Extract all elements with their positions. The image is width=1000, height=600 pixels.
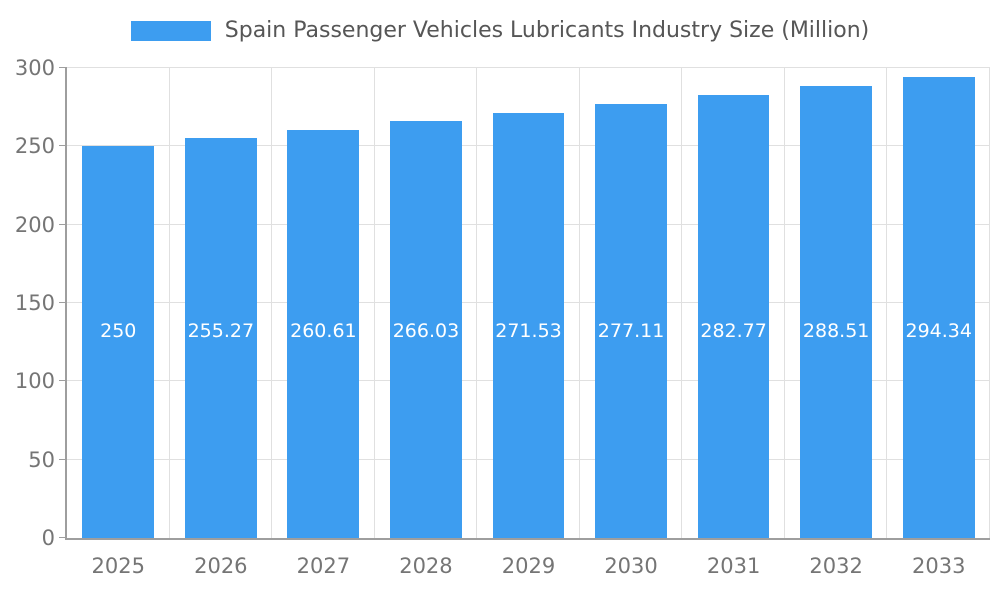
y-tick-label: 300 [14, 56, 55, 80]
bar [800, 86, 873, 538]
x-tick-label: 2029 [501, 554, 556, 578]
vertical-gridline [989, 68, 990, 538]
vertical-gridline [886, 68, 888, 538]
bar-value-label: 282.77 [700, 320, 767, 342]
chart-legend: Spain Passenger Vehicles Lubricants Indu… [0, 14, 1000, 48]
y-tick-mark [59, 458, 67, 460]
y-tick-label: 150 [14, 291, 55, 315]
y-tick-label: 100 [14, 369, 55, 394]
y-tick-mark [59, 537, 67, 538]
y-tick-mark [59, 145, 67, 147]
x-tick-label: 2028 [399, 554, 453, 578]
x-tick-label: 2030 [604, 554, 658, 578]
vertical-gridline [271, 68, 273, 538]
bar [287, 129, 360, 538]
x-tick-label: 2033 [911, 554, 966, 578]
bar-value-label: 288.51 [802, 320, 870, 342]
vertical-gridline [373, 68, 375, 538]
bar [902, 76, 975, 538]
bar-value-label: 250 [100, 320, 137, 342]
bar-value-label: 294.34 [905, 320, 972, 342]
bar [492, 112, 565, 538]
x-tick-label: 2027 [296, 554, 351, 578]
y-tick-mark [59, 223, 67, 225]
y-tick-mark [59, 67, 67, 68]
bar-value-label: 277.11 [597, 320, 665, 342]
bar-value-label: 266.03 [392, 320, 460, 342]
bar-value-label: 271.53 [495, 320, 562, 342]
plot-area: 0 50 100 150 200 250 300 2025 2026 2027 2028 2029 2… [15, 56, 990, 578]
x-tick-label: 2026 [194, 554, 248, 578]
y-tick-label: 50 [28, 447, 55, 472]
bar [697, 95, 770, 538]
vertical-gridline [168, 68, 170, 538]
vertical-gridline [578, 68, 580, 538]
vertical-gridline [783, 68, 785, 538]
bar-value-label: 260.61 [290, 320, 357, 342]
horizontal-gridline [67, 67, 990, 68]
bar [184, 138, 257, 538]
vertical-gridline [476, 68, 478, 538]
bar [82, 146, 155, 538]
bar [595, 103, 667, 538]
y-tick-label: 0 [41, 526, 55, 550]
x-tick-label: 2025 [91, 554, 145, 578]
bar [390, 121, 462, 538]
x-tick-label: 2032 [809, 554, 863, 578]
y-tick-mark [59, 380, 67, 382]
chart-title[interactable]: Spain Passenger Vehicles Lubricants Indu… [224, 18, 870, 43]
x-tick-label: 2031 [706, 554, 761, 578]
vertical-gridline [681, 68, 683, 538]
legend-swatch-icon[interactable] [130, 21, 211, 41]
y-tick-mark [59, 302, 67, 303]
y-tick-label: 200 [14, 212, 55, 237]
y-tick-label: 250 [14, 134, 55, 159]
bar-value-label: 255.27 [187, 320, 255, 342]
